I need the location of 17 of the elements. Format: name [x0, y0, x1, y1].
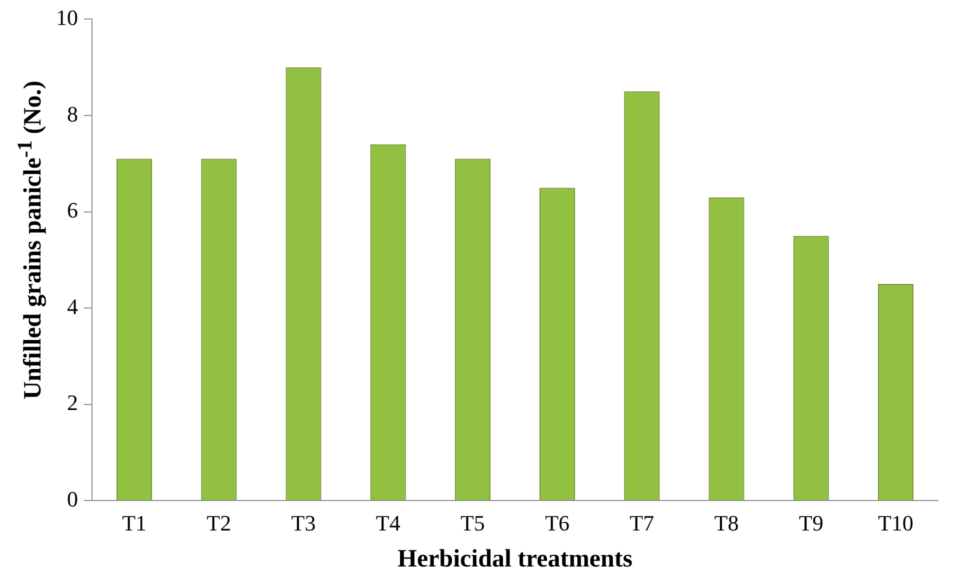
x-tick-label: T2 — [206, 510, 232, 536]
x-tick-label: T10 — [878, 510, 914, 536]
x-tick-label: T4 — [376, 510, 400, 536]
y-tick-label: 4 — [67, 294, 78, 319]
x-tick-label: T3 — [291, 510, 316, 536]
y-tick-label: 2 — [67, 390, 78, 416]
x-tick-label: T8 — [714, 510, 739, 536]
x-tick-label: T7 — [630, 510, 654, 536]
x-tick-label: T6 — [545, 510, 570, 536]
x-tick-label: T9 — [798, 510, 824, 536]
y-tick-label: 0 — [67, 486, 78, 512]
y-tick-label: 8 — [67, 101, 78, 126]
y-tick-label: 10 — [56, 4, 78, 30]
x-tick-label: T5 — [460, 510, 485, 536]
x-axis-title: Herbicidal treatments — [398, 545, 633, 572]
y-tick-label: 6 — [67, 198, 78, 223]
x-tick-label: T1 — [122, 510, 147, 536]
